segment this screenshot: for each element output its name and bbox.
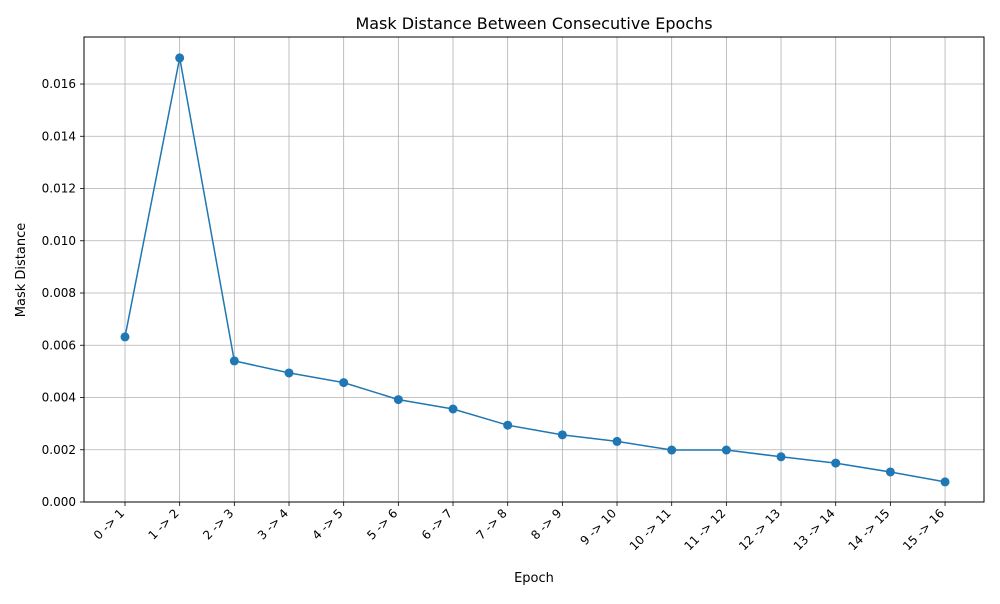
x-tick-label: 10 -> 11: [627, 506, 674, 553]
data-point: [503, 420, 513, 430]
data-point: [612, 436, 622, 446]
data-point: [339, 378, 349, 388]
chart-title: Mask Distance Between Consecutive Epochs: [355, 14, 712, 33]
y-tick-label: 0.000: [42, 495, 76, 509]
series-line: [124, 57, 946, 483]
data-point: [885, 467, 895, 477]
x-tick-label: 1 -> 2: [146, 506, 182, 542]
y-tick-label: 0.004: [42, 391, 76, 405]
x-tick-label: 2 -> 3: [200, 506, 236, 542]
y-tick-label: 0.012: [42, 182, 76, 196]
x-tick-label: 4 -> 5: [310, 506, 346, 542]
data-point: [448, 404, 458, 414]
data-point: [721, 445, 731, 455]
data-point: [776, 452, 786, 462]
x-tick-label: 6 -> 7: [419, 506, 455, 542]
x-tick-label: 3 -> 4: [255, 506, 291, 542]
series-line-layer: [124, 57, 946, 483]
x-tick-label: 0 -> 1: [91, 506, 127, 542]
x-tick-label: 14 -> 15: [845, 506, 892, 553]
y-tick-label: 0.016: [42, 77, 76, 91]
data-point: [831, 458, 841, 468]
data-point: [940, 477, 950, 487]
y-tick-label: 0.014: [42, 129, 76, 143]
x-tick-label: 9 -> 10: [577, 506, 619, 548]
x-tick-label: 5 -> 6: [364, 506, 400, 542]
x-tick-label: 12 -> 13: [736, 506, 783, 553]
data-point: [120, 332, 130, 342]
data-points: [120, 53, 950, 487]
data-point: [229, 356, 239, 366]
y-tick-label: 0.010: [42, 234, 76, 248]
data-point: [557, 430, 567, 440]
data-point: [393, 395, 403, 405]
y-tick-label: 0.002: [42, 443, 76, 457]
data-point: [175, 53, 185, 63]
data-point: [667, 445, 677, 455]
y-axis-label: Mask Distance: [14, 223, 29, 317]
x-tick-label: 15 -> 16: [900, 506, 947, 553]
x-axis-label: Epoch: [514, 571, 554, 586]
x-tick-label: 11 -> 12: [681, 506, 728, 553]
x-tick-label: 13 -> 14: [791, 506, 838, 553]
y-tick-label: 0.006: [42, 338, 76, 352]
y-tick-label: 0.008: [42, 286, 76, 300]
plot-frame: [83, 36, 985, 503]
x-tick-label: 7 -> 8: [474, 506, 510, 542]
data-point: [284, 368, 294, 378]
grid: [84, 37, 984, 503]
x-tick-label: 8 -> 9: [528, 506, 564, 542]
axes: 0 -> 1 1 -> 2 2 -> 3 3 -> 4 4 -> 5 5 -> 6 6 ->…: [42, 36, 985, 553]
